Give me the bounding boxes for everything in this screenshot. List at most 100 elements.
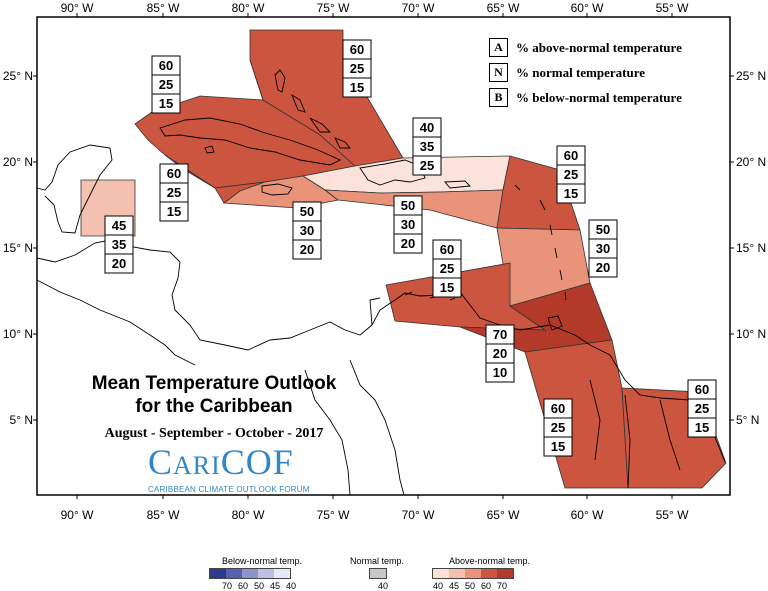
probability-value-A: 60 [159, 58, 173, 73]
probability-value-N: 25 [551, 420, 565, 435]
probability-value-A: 50 [596, 222, 610, 237]
probability-cell [159, 201, 189, 222]
region-divider [249, 59, 264, 101]
key-row-normal: N % normal temperature [489, 63, 645, 82]
probability-cell [687, 417, 717, 438]
probability-box: 60 25 15 [687, 379, 717, 438]
probability-box: 60 25 15 [151, 55, 181, 114]
probability-box: 50 30 20 [393, 195, 423, 254]
probability-value-B: 15 [350, 80, 364, 95]
probability-box: 60 25 15 [159, 163, 189, 222]
coast-sa-west [349, 359, 405, 496]
probability-value-N: 25 [159, 77, 173, 92]
legend-label: 70 [222, 581, 233, 591]
key-letter: N [489, 63, 508, 82]
probability-cell [393, 233, 423, 254]
key-text: % normal temperature [516, 64, 646, 80]
probability-box: 45 35 20 [104, 215, 134, 274]
lon-tick-label: 70° W [402, 508, 435, 522]
legend-label: 60 [481, 581, 492, 591]
legend-swatch [274, 569, 290, 578]
probability-value-B: 25 [420, 158, 434, 173]
island-puerto-rico [444, 180, 471, 189]
legend-label: 40 [433, 581, 444, 591]
probability-value-N: 35 [112, 237, 126, 252]
map-title: Mean Temperature Outlook for the Caribbe… [60, 372, 368, 418]
lon-tick-label: 75° W [317, 1, 350, 15]
lon-tick-label: 70° W [402, 1, 435, 15]
probability-value-A: 60 [167, 166, 181, 181]
lon-tick-label: 65° W [487, 508, 520, 522]
lon-labels-bottom: 90° W 85° W 80° W 75° W 70° W 65° W 60° … [61, 508, 689, 522]
legend-swatch [210, 569, 226, 578]
island-trinidad [547, 315, 563, 331]
island-jamaica [261, 183, 293, 196]
probability-value-N: 25 [350, 61, 364, 76]
lon-tick-label: 55° W [656, 1, 689, 15]
probability-value-A: 50 [300, 204, 314, 219]
legend-above-swatches [432, 568, 514, 579]
key-row-above: A % above-normal temperature [489, 38, 682, 57]
key-row-below: B % below-normal temperature [489, 88, 682, 107]
islands [159, 69, 567, 331]
probability-cell [588, 257, 618, 278]
probability-value-N: 25 [440, 261, 454, 276]
map-title-line1: Mean Temperature Outlook [91, 373, 337, 394]
probability-value-B: 15 [564, 186, 578, 201]
caricof-logo: CARICOF CARIBBEAN CLIMATE OUTLOOK FORUM [148, 444, 310, 494]
probability-box: 50 30 20 [292, 201, 322, 260]
legend-swatch [242, 569, 258, 578]
lon-tick-label: 75° W [317, 508, 350, 522]
probability-box: 70 20 10 [485, 324, 515, 383]
lon-tick-label: 90° W [61, 1, 94, 15]
lat-tick-label: 10° N [3, 327, 33, 341]
island-leeward-chain [514, 184, 567, 301]
lon-tick-label: 55° W [656, 508, 689, 522]
lon-labels-top: 90° W 85° W 80° W 75° W 70° W 65° W 60° … [61, 1, 689, 15]
lon-tick-label: 60° W [571, 1, 604, 15]
island-bahamas-1 [274, 69, 286, 93]
probability-value-N: 20 [493, 346, 507, 361]
legend-swatch [370, 569, 386, 578]
legend-label: 60 [238, 581, 249, 591]
probability-value-N: 25 [564, 167, 578, 182]
lat-tick-label: 15° N [3, 241, 33, 255]
island-bahamas-3 [309, 117, 332, 133]
probability-cell [485, 362, 515, 383]
legend-swatch [449, 569, 465, 578]
map-title-line2: for the Caribbean [135, 396, 293, 417]
legend-label: 40 [286, 581, 297, 591]
border-guianas [589, 379, 681, 489]
probability-box: 60 25 15 [556, 145, 586, 204]
key-text: % below-normal temperature [516, 89, 682, 105]
island-bahamas-4 [334, 137, 351, 149]
legend-swatch [433, 569, 449, 578]
lon-tick-label: 60° W [571, 508, 604, 522]
lat-tick-label: 20° N [736, 155, 766, 169]
probability-cell [342, 77, 372, 98]
island-cuba [159, 117, 342, 166]
probability-value-B: 20 [596, 260, 610, 275]
lon-tick-label: 80° W [232, 508, 265, 522]
probability-value-N: 30 [300, 223, 314, 238]
island-isla-juventud [204, 145, 215, 154]
coast-pacific-ca [36, 279, 196, 366]
lat-labels-left: 25° N 20° N 15° N 10° N 5° N [3, 69, 33, 427]
legend-swatch [497, 569, 513, 578]
legend-above-title: Above-normal temp. [449, 556, 531, 566]
probability-cell [151, 93, 181, 114]
probability-boxes: 60 25 15 60 25 15 60 25 15 40 35 25 50 30 20 50 30 20 45 35… [104, 39, 717, 457]
probability-value-A: 60 [350, 42, 364, 57]
probability-cell [543, 436, 573, 457]
probability-box: 60 25 15 [432, 239, 462, 298]
legend-label: 70 [497, 581, 508, 591]
probability-value-A: 50 [401, 198, 415, 213]
lat-labels-right: 25° N 20° N 15° N 10° N 5° N [736, 69, 766, 427]
legend-normal-title: Normal temp. [350, 556, 405, 566]
probability-cell [432, 277, 462, 298]
axis-ticks [33, 13, 734, 499]
probability-cell [292, 239, 322, 260]
logo-part: C [148, 442, 174, 482]
probability-value-B: 15 [695, 420, 709, 435]
